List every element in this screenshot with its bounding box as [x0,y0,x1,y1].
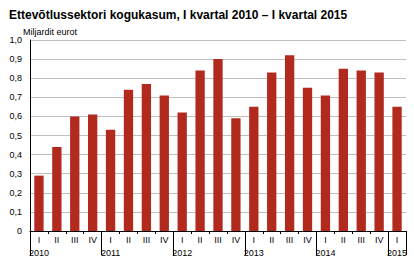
svg-text:0,6: 0,6 [9,111,22,121]
svg-text:III: III [71,235,79,245]
svg-text:II: II [198,235,203,245]
svg-text:2010: 2010 [29,248,49,258]
svg-text:III: III [286,235,294,245]
svg-text:0,4: 0,4 [9,150,22,160]
svg-text:I: I [109,235,112,245]
svg-text:IV: IV [375,235,384,245]
svg-text:IV: IV [160,235,169,245]
svg-text:II: II [126,235,131,245]
svg-text:2011: 2011 [101,248,120,258]
svg-text:Ettevõtlussektori kogukasum, I: Ettevõtlussektori kogukasum, I kvartal 2… [9,8,348,22]
svg-text:2015: 2015 [387,248,407,258]
svg-text:2012: 2012 [172,248,192,258]
svg-text:0,9: 0,9 [9,54,22,64]
svg-text:0,7: 0,7 [9,92,22,102]
svg-text:I: I [396,235,399,245]
svg-text:II: II [54,235,59,245]
svg-text:2013: 2013 [244,248,264,258]
svg-text:0,3: 0,3 [9,169,22,179]
svg-text:II: II [341,235,346,245]
svg-text:0,1: 0,1 [9,207,22,217]
svg-text:II: II [269,235,274,245]
svg-text:2014: 2014 [315,248,335,258]
svg-text:I: I [38,235,41,245]
svg-text:III: III [214,235,222,245]
svg-text:IV: IV [303,235,312,245]
svg-text:0,8: 0,8 [9,73,22,83]
svg-text:IV: IV [232,235,241,245]
svg-text:IV: IV [88,235,97,245]
svg-text:0,5: 0,5 [9,131,22,141]
svg-text:I: I [253,235,256,245]
svg-text:1,0: 1,0 [9,35,22,45]
svg-text:0,2: 0,2 [9,188,22,198]
svg-text:0: 0 [17,226,22,236]
svg-text:I: I [181,235,184,245]
svg-text:III: III [357,235,365,245]
svg-text:Miljardit eurot: Miljardit eurot [23,27,78,37]
svg-text:I: I [324,235,327,245]
svg-text:III: III [143,235,151,245]
